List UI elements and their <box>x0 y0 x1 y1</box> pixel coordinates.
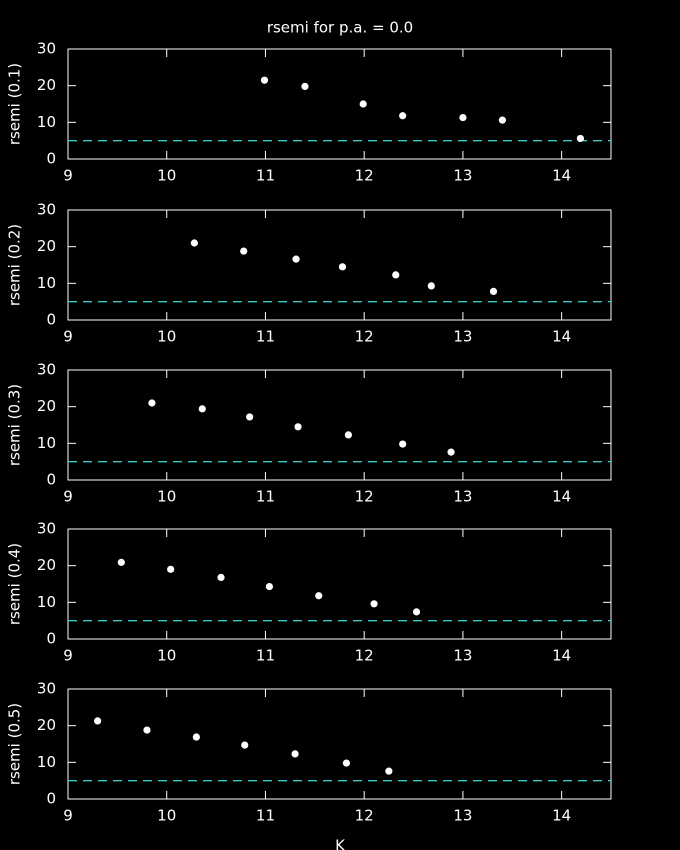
data-point <box>344 431 352 439</box>
data-point <box>315 592 323 600</box>
data-point <box>370 600 378 608</box>
data-point <box>260 76 269 84</box>
y-axis-label: rsemi (0.3) <box>6 384 24 466</box>
y-axis-label: rsemi (0.1) <box>6 63 24 145</box>
y-tick-label: 20 <box>37 237 56 255</box>
x-tick-label: 13 <box>453 167 472 185</box>
data-point <box>294 423 302 431</box>
data-point <box>359 100 367 108</box>
x-tick-label: 11 <box>256 328 275 346</box>
data-point <box>399 440 407 448</box>
x-tick-label: 12 <box>355 167 374 185</box>
x-tick-label: 13 <box>453 807 472 825</box>
y-tick-label: 10 <box>37 434 56 452</box>
data-point <box>265 582 274 591</box>
y-axis-label: rsemi (0.2) <box>6 224 24 306</box>
data-point <box>241 741 249 749</box>
x-tick-label: 13 <box>453 647 472 665</box>
y-tick-label: 30 <box>37 201 56 219</box>
x-tick-label: 9 <box>63 488 73 506</box>
axes-frame <box>67 209 612 321</box>
y-tick-label: 30 <box>37 680 56 698</box>
axes-frame <box>67 688 612 800</box>
data-point <box>94 717 102 725</box>
data-point <box>576 134 584 143</box>
data-point <box>143 726 151 734</box>
x-tick-label: 14 <box>552 488 571 506</box>
data-point <box>148 399 156 407</box>
y-tick-label: 10 <box>37 113 56 131</box>
y-tick-label: 0 <box>46 630 56 648</box>
data-point <box>117 558 125 566</box>
y-tick-label: 20 <box>37 76 56 94</box>
data-point <box>489 287 498 295</box>
data-point <box>498 116 506 124</box>
data-point <box>246 413 254 421</box>
x-tick-label: 12 <box>355 807 374 825</box>
y-tick-label: 20 <box>37 716 56 734</box>
y-tick-label: 0 <box>46 471 56 489</box>
y-tick-label: 0 <box>46 790 56 808</box>
x-tick-label: 10 <box>157 807 176 825</box>
x-tick-label: 13 <box>453 488 472 506</box>
x-tick-label: 11 <box>256 488 275 506</box>
data-point <box>385 767 393 775</box>
y-tick-label: 0 <box>46 150 56 168</box>
x-tick-label: 12 <box>355 488 374 506</box>
x-tick-label: 13 <box>453 328 472 346</box>
data-point <box>198 405 206 413</box>
x-tick-label: 11 <box>256 167 275 185</box>
x-tick-label: 12 <box>355 647 374 665</box>
data-point <box>399 112 407 120</box>
data-point <box>342 759 351 767</box>
data-point <box>447 448 455 456</box>
x-tick-label: 10 <box>157 488 176 506</box>
y-tick-label: 0 <box>46 311 56 329</box>
data-point <box>427 282 435 290</box>
chart-title: rsemi for p.a. = 0.0 <box>267 19 413 37</box>
x-axis-label: K <box>335 837 346 850</box>
x-tick-label: 14 <box>552 807 571 825</box>
data-point <box>190 239 198 247</box>
x-tick-label: 10 <box>157 647 176 665</box>
axes-frame <box>67 528 612 640</box>
x-tick-label: 9 <box>63 167 73 185</box>
data-point <box>217 573 225 582</box>
x-tick-label: 14 <box>552 328 571 346</box>
x-tick-label: 10 <box>157 328 176 346</box>
x-tick-label: 11 <box>256 647 275 665</box>
y-tick-label: 20 <box>37 556 56 574</box>
x-tick-label: 9 <box>63 807 73 825</box>
y-tick-label: 30 <box>37 40 56 58</box>
data-point <box>459 113 467 122</box>
data-point <box>291 750 299 758</box>
y-tick-label: 30 <box>37 361 56 379</box>
x-tick-label: 14 <box>552 167 571 185</box>
data-point <box>292 255 300 263</box>
y-tick-label: 30 <box>37 520 56 538</box>
x-tick-label: 9 <box>63 647 73 665</box>
data-point <box>392 271 400 279</box>
y-axis-label: rsemi (0.5) <box>6 703 24 785</box>
y-tick-label: 10 <box>37 274 56 292</box>
x-tick-label: 14 <box>552 647 571 665</box>
x-tick-label: 9 <box>63 328 73 346</box>
data-point <box>338 263 347 271</box>
x-tick-label: 10 <box>157 167 176 185</box>
data-point <box>167 565 175 573</box>
x-tick-label: 11 <box>256 807 275 825</box>
data-point <box>240 247 248 255</box>
y-tick-label: 20 <box>37 397 56 415</box>
data-point <box>192 733 200 741</box>
axes-frame <box>67 48 612 160</box>
y-tick-label: 10 <box>37 753 56 771</box>
data-point <box>301 82 309 90</box>
axes-frame <box>67 369 612 481</box>
x-tick-label: 12 <box>355 328 374 346</box>
data-point <box>412 608 421 616</box>
y-tick-label: 10 <box>37 593 56 611</box>
y-axis-label: rsemi (0.4) <box>6 543 24 625</box>
